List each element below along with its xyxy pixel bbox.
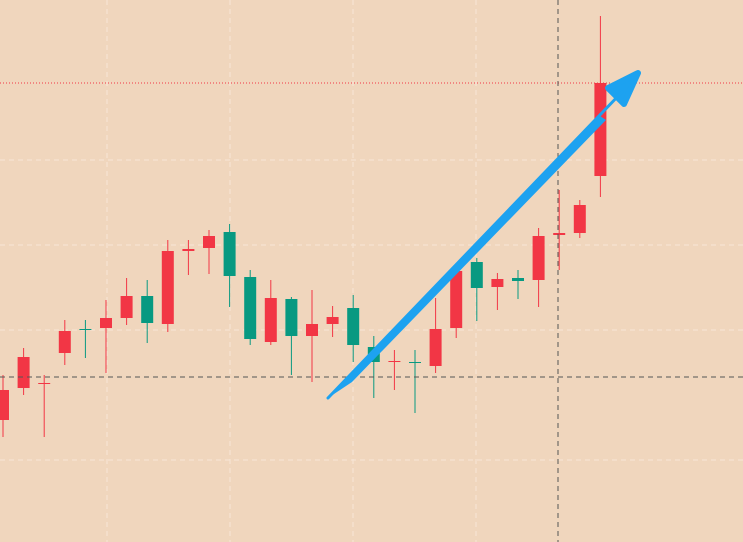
candle-body xyxy=(409,362,421,363)
candle-body xyxy=(182,249,195,251)
candle-body xyxy=(38,383,51,384)
candle-body xyxy=(244,277,257,339)
candle-body xyxy=(141,296,154,323)
candle-body xyxy=(120,296,133,318)
candle-body xyxy=(512,278,524,281)
candle-body xyxy=(0,390,9,420)
candle-body xyxy=(58,331,71,353)
candle-body xyxy=(450,271,463,328)
candle-body xyxy=(553,233,566,235)
candle-body xyxy=(285,299,298,336)
candle-body xyxy=(223,232,236,276)
candles xyxy=(0,16,743,437)
candle-body xyxy=(79,329,92,330)
candle-body xyxy=(388,361,401,362)
candle-body xyxy=(203,236,215,248)
candle-body xyxy=(470,262,483,288)
candle-body xyxy=(326,317,339,324)
candle-body xyxy=(100,318,112,328)
candle-body xyxy=(491,279,504,287)
trend-arrow xyxy=(326,70,641,400)
candle-body xyxy=(161,251,174,324)
candle-body xyxy=(594,83,607,176)
candle-body xyxy=(347,308,360,345)
arrow-line xyxy=(326,90,624,400)
candle-body xyxy=(532,236,545,280)
candle-body xyxy=(573,205,586,233)
candle-body xyxy=(17,357,30,388)
candle-body xyxy=(264,298,277,342)
candle-body xyxy=(306,324,318,336)
arrow-head xyxy=(605,70,641,107)
candle-body xyxy=(429,329,442,366)
